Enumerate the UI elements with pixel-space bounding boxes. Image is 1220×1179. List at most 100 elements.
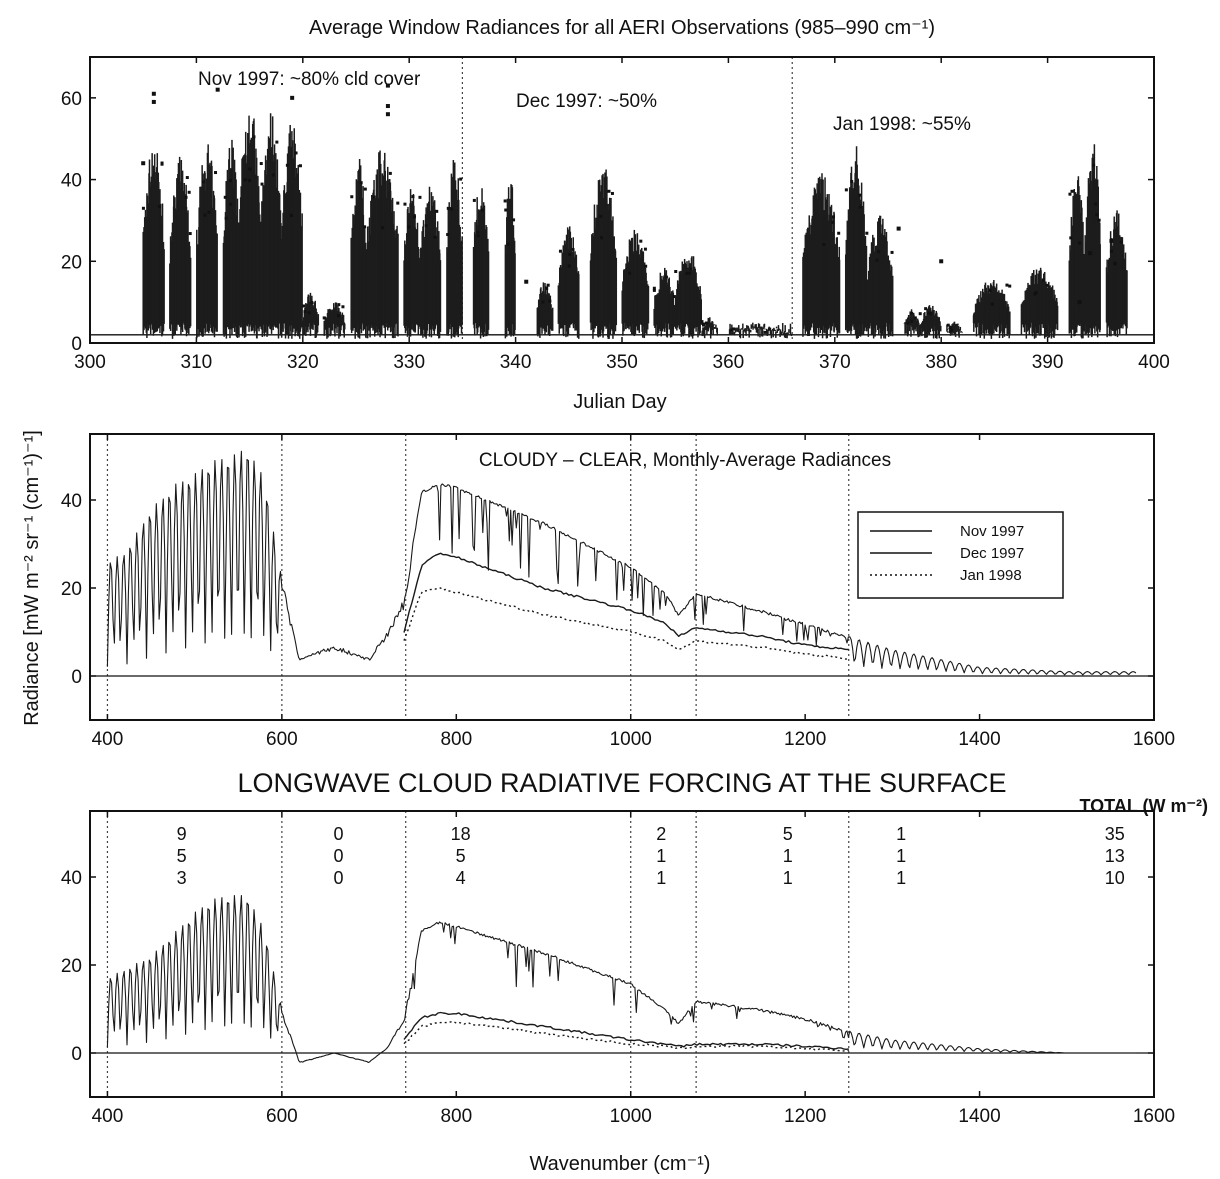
- p1-xtick-label-8: 380: [925, 352, 957, 373]
- radiance-cluster-14: [472, 188, 490, 339]
- radiance-point: [639, 239, 643, 243]
- radiance-point: [1033, 292, 1037, 296]
- radiance-point: [865, 231, 869, 235]
- legend-label-dec: Dec 1997: [960, 545, 1024, 562]
- radiance-point: [1045, 283, 1049, 287]
- panel2-frame: [89, 433, 1155, 721]
- annotation-jan: Jan 1998: ~55%: [833, 114, 971, 135]
- radiance-point: [506, 242, 510, 246]
- radiance-point: [388, 171, 392, 175]
- radiance-cluster-29: [946, 321, 963, 338]
- radiance-point: [729, 328, 733, 332]
- radiance-point: [248, 167, 252, 171]
- radiance-point: [363, 225, 367, 229]
- radiance-point: [910, 311, 914, 315]
- radiance-point: [459, 177, 463, 181]
- radiance-point: [160, 161, 164, 165]
- legend-label-jan: Jan 1998: [960, 567, 1022, 584]
- p1-xtick-label-5: 350: [606, 352, 638, 373]
- forcing-value-r1-c6: 13: [1105, 846, 1125, 866]
- isolated-point-10: [939, 259, 944, 264]
- radiance-point: [875, 258, 879, 262]
- radiance-cluster-17: [557, 226, 580, 339]
- forcing-value-r1-c3: 1: [656, 846, 666, 866]
- radiance-point: [157, 204, 161, 208]
- forcing-value-r0-c5: 1: [896, 824, 906, 844]
- forcing-value-r1-c0: 5: [177, 846, 187, 866]
- radiance-point: [203, 213, 207, 217]
- isolated-point-11: [1109, 238, 1114, 243]
- radiance-point: [1041, 278, 1045, 282]
- radiance-point: [1005, 283, 1009, 287]
- radiance-point: [674, 269, 678, 273]
- radiance-point: [832, 215, 836, 219]
- radiance-point: [418, 195, 422, 199]
- radiance-cluster-31: [1020, 267, 1059, 339]
- radiance-point: [1092, 163, 1096, 167]
- panel1-frame: [89, 56, 1155, 344]
- p2-xtick-label-5: 1400: [958, 729, 1000, 750]
- radiance-cluster-19: [621, 229, 650, 339]
- radiance-point: [403, 202, 407, 206]
- isolated-point-8: [524, 279, 529, 284]
- radiance-point: [1008, 284, 1012, 288]
- radiance-point: [704, 321, 708, 325]
- radiance-cluster-23: [727, 322, 793, 339]
- p2-ytick-label-0: 0: [71, 667, 82, 688]
- forcing-value-r0-c6: 35: [1105, 824, 1125, 844]
- forcing-value-r0-c3: 2: [656, 824, 666, 844]
- radiance-cluster-16: [536, 282, 554, 338]
- radiance-point: [858, 193, 862, 197]
- radiance-point: [877, 250, 881, 254]
- legend-box: [857, 511, 1064, 599]
- radiance-point: [187, 190, 191, 194]
- radiance-cluster-22: [700, 317, 719, 339]
- radiance-point: [664, 275, 668, 279]
- radiance-point: [359, 181, 363, 185]
- forcing-value-r2-c6: 10: [1105, 868, 1125, 888]
- radiance-cluster-26: [865, 215, 894, 339]
- radiance-point: [850, 179, 854, 183]
- radiance-point: [988, 288, 992, 292]
- isolated-point-1: [151, 99, 156, 104]
- radiance-point: [844, 188, 848, 192]
- radiance-cluster-18: [589, 169, 618, 339]
- radiance-point: [910, 319, 914, 323]
- p3-ytick-label-2: 40: [61, 868, 82, 889]
- forcing-value-r2-c1: 0: [334, 868, 344, 888]
- radiance-point: [685, 271, 689, 275]
- p2-xtick-label-1: 600: [266, 729, 298, 750]
- forcing-value-r0-c2: 18: [451, 824, 471, 844]
- radiance-point: [252, 135, 256, 139]
- radiance-point: [548, 299, 552, 303]
- radiance-cluster-5: [259, 113, 282, 339]
- forcing-value-r2-c4: 1: [783, 868, 793, 888]
- series-2-dec-1997: [403, 552, 849, 651]
- panel3-xlabel: Wavenumber (cm⁻¹): [530, 1153, 711, 1175]
- p3-xtick-label-6: 1600: [1133, 1106, 1175, 1127]
- radiance-point: [913, 316, 917, 320]
- radiance-point: [504, 208, 508, 212]
- radiance-cluster-4: [238, 115, 261, 339]
- radiance-point: [184, 195, 188, 199]
- forcing-value-r1-c2: 5: [456, 846, 466, 866]
- radiance-cluster-20: [652, 267, 677, 338]
- radiance-point: [337, 303, 341, 307]
- radiance-cluster-10: [366, 150, 400, 339]
- radiance-point: [1095, 213, 1099, 217]
- p3-xtick-label-5: 1400: [958, 1106, 1000, 1127]
- radiance-point: [929, 312, 933, 316]
- radiance-point: [926, 311, 930, 315]
- radiance-point: [610, 191, 614, 195]
- p1-xtick-label-3: 330: [393, 352, 425, 373]
- radiance-point: [644, 264, 648, 268]
- radiance-point: [472, 198, 476, 202]
- forcing-value-r2-c5: 1: [896, 868, 906, 888]
- radiance-point: [435, 209, 439, 213]
- radiance-point: [546, 283, 550, 287]
- radiance-point: [673, 295, 677, 299]
- radiance-point: [363, 187, 367, 191]
- radiance-point: [700, 320, 704, 324]
- radiance-point: [652, 288, 656, 292]
